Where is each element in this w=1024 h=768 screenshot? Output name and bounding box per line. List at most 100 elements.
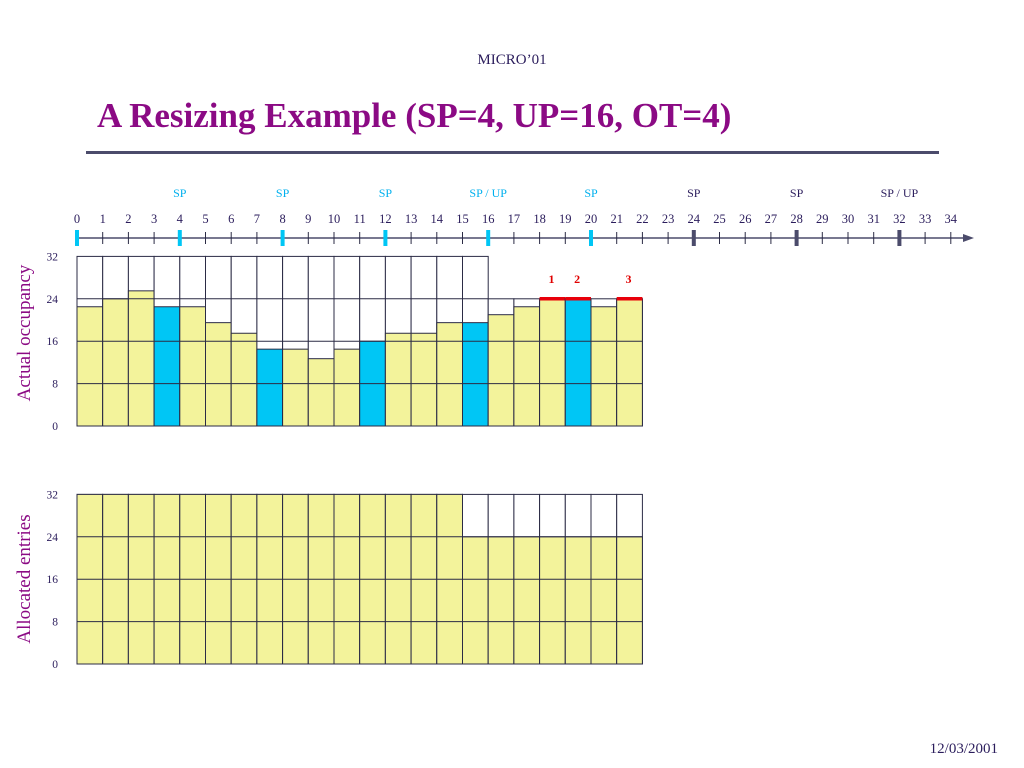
occupancy-bar — [127, 290, 155, 427]
occupancy-bar — [410, 332, 438, 427]
timeline-event-marker — [589, 230, 593, 246]
occupancy-y-tick-label: 16 — [47, 336, 59, 348]
timeline-event-marker — [177, 230, 182, 246]
timeline-arrowhead — [963, 234, 974, 242]
timeline-tick-label: 28 — [790, 212, 803, 226]
timeline-event-marker — [280, 230, 285, 246]
allocated-y-tick-label: 16 — [47, 574, 59, 586]
timeline-tick-label: 30 — [842, 212, 855, 226]
allocated-axis-title: Allocated entries — [14, 514, 35, 643]
occupancy-bar — [102, 298, 129, 427]
timeline-tick-label: 0 — [74, 212, 80, 226]
timeline-tick-label: 15 — [456, 212, 469, 226]
timeline-tick-label: 17 — [508, 212, 521, 226]
occupancy-bar — [513, 306, 541, 427]
slide-header: MICRO’01 — [477, 52, 547, 68]
timeline-tick-label: 18 — [533, 212, 546, 226]
allocated-bar — [616, 536, 643, 665]
occupancy-bar — [616, 298, 643, 427]
timeline-tick-label: 16 — [482, 212, 495, 226]
timeline-tick-label: 26 — [739, 212, 752, 226]
occupancy-bar — [384, 332, 412, 427]
allocated-y-tick-label: 8 — [52, 617, 58, 629]
allocated-bar — [487, 536, 515, 665]
timeline-tick-label: 19 — [559, 212, 572, 226]
occupancy-annotation-label: 1 — [548, 272, 554, 286]
title-divider — [86, 151, 939, 154]
occupancy-bar — [487, 314, 515, 427]
timeline-tick-label: 13 — [405, 212, 418, 226]
occupancy-bar — [205, 322, 232, 427]
timeline-tick-label: 22 — [636, 212, 649, 226]
occupancy-bar — [564, 298, 592, 427]
occupancy-bar — [76, 306, 104, 427]
timeline-event-label: SP — [584, 186, 598, 200]
timeline-tick-label: 3 — [151, 212, 157, 226]
timeline-tick-label: 9 — [305, 212, 311, 226]
allocated-bar — [462, 536, 489, 665]
occupancy-annotation-label: 3 — [626, 272, 632, 286]
allocated-bar — [590, 536, 618, 665]
timeline-tick-label: 29 — [816, 212, 829, 226]
timeline-event-marker — [383, 230, 388, 246]
timeline-tick-label: 6 — [228, 212, 234, 226]
timeline-event-label: SP / UP — [469, 186, 507, 200]
timeline-event-label: SP — [790, 186, 804, 200]
occupancy-annotation-label: 2 — [574, 272, 580, 286]
timeline-tick-label: 10 — [328, 212, 341, 226]
allocated-y-tick-label: 24 — [47, 532, 59, 544]
timeline-tick-label: 20 — [585, 212, 598, 226]
occupancy-bar — [436, 322, 463, 427]
allocated-bar — [564, 536, 592, 665]
occupancy-bar — [333, 348, 361, 427]
occupancy-bar — [153, 306, 181, 427]
timeline-tick-label: 25 — [713, 212, 726, 226]
timeline-event-label: SP — [687, 186, 701, 200]
timeline-event-marker — [691, 230, 696, 246]
timeline-tick-label: 14 — [431, 212, 444, 226]
occupancy-y-tick-label: 0 — [52, 421, 58, 433]
timeline-tick-label: 31 — [867, 212, 880, 226]
allocated-bar — [539, 536, 566, 665]
timeline-tick-label: 27 — [765, 212, 778, 226]
occupancy-bar — [539, 298, 566, 427]
occupancy-bar — [256, 348, 284, 427]
slide-date: 12/03/2001 — [929, 741, 998, 757]
timeline-tick-label: 34 — [945, 212, 958, 226]
timeline-tick-label: 2 — [125, 212, 131, 226]
timeline-tick-label: 12 — [379, 212, 392, 226]
timeline-tick-label: 7 — [254, 212, 260, 226]
timeline-event-label: SP — [173, 186, 187, 200]
occupancy-bar — [307, 358, 335, 427]
allocated-y-tick-label: 32 — [47, 489, 59, 501]
allocated-y-tick-label: 0 — [52, 659, 58, 671]
timeline-tick-label: 1 — [100, 212, 106, 226]
timeline-tick-label: 11 — [354, 212, 366, 226]
occupancy-y-tick-label: 8 — [52, 379, 58, 391]
timeline-tick-label: 21 — [610, 212, 623, 226]
timeline-event-label: SP — [379, 186, 393, 200]
timeline-tick-label: 4 — [177, 212, 184, 226]
timeline-tick-label: 32 — [893, 212, 906, 226]
slide-title: A Resizing Example (SP=4, UP=16, OT=4) — [97, 96, 732, 135]
occupancy-bar — [282, 348, 309, 427]
timeline-tick-label: 5 — [202, 212, 208, 226]
timeline-event-marker — [486, 230, 491, 246]
timeline-event-label: SP — [276, 186, 290, 200]
timeline-tick-label: 24 — [688, 212, 701, 226]
occupancy-bar — [179, 306, 207, 427]
occupancy-bar — [590, 306, 618, 427]
timeline-tick-label: 33 — [919, 212, 932, 226]
occupancy-axis-title: Actual occupancy — [14, 264, 35, 401]
occupancy-y-tick-label: 24 — [47, 294, 59, 306]
timeline-event-marker — [897, 230, 902, 246]
occupancy-bar — [230, 332, 258, 427]
allocated-bar — [513, 536, 541, 665]
occupancy-y-tick-label: 32 — [47, 251, 59, 263]
timeline-event-marker — [794, 230, 799, 246]
timeline-tick-label: 23 — [662, 212, 675, 226]
timeline-event-label: SP / UP — [881, 186, 919, 200]
timeline-tick-label: 8 — [279, 212, 285, 226]
occupancy-bar — [462, 322, 489, 427]
